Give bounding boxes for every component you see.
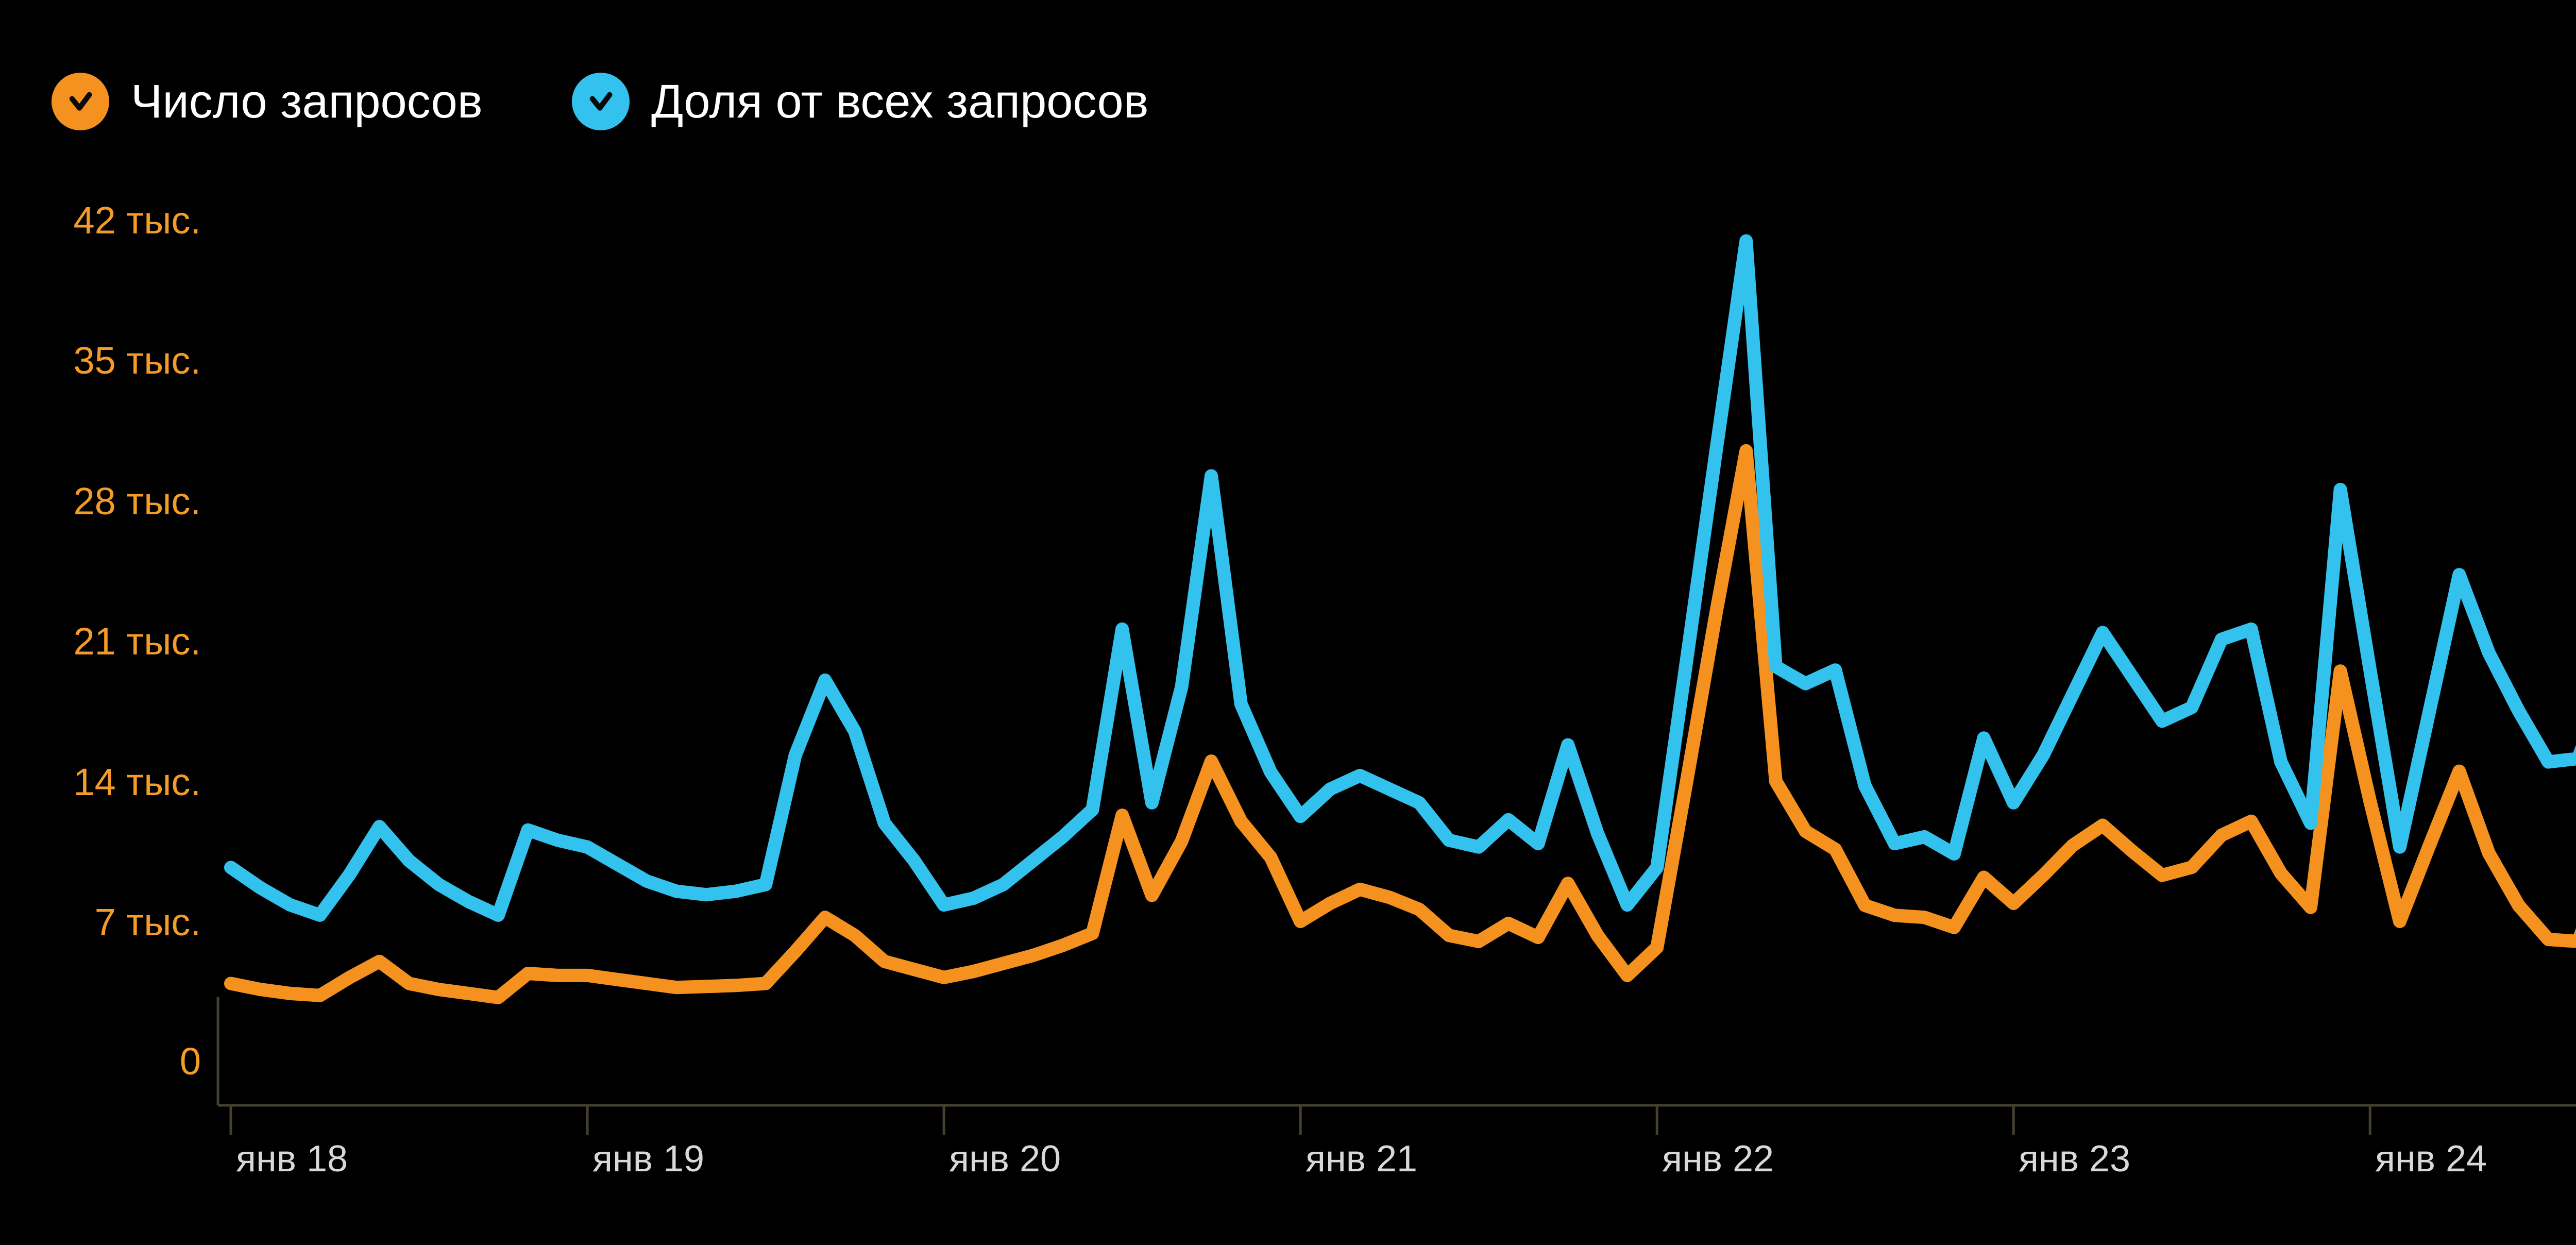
- y-axis-left-label: 21 тыс.: [73, 620, 201, 663]
- legend-label-share: Доля от всех запросов: [651, 75, 1149, 128]
- y-axis-left-label: 7 тыс.: [94, 901, 201, 944]
- x-axis-tick-label: янв 22: [1662, 1138, 1774, 1180]
- checkbox-checked-icon[interactable]: [572, 73, 630, 130]
- x-axis-tick-label: янв 21: [1306, 1138, 1418, 1180]
- x-axis-tick-label: янв 20: [949, 1138, 1061, 1180]
- x-axis-tick-label: янв 19: [592, 1138, 705, 1180]
- legend-item[interactable]: Число запросов: [52, 73, 483, 130]
- legend-item[interactable]: Доля от всех запросов: [572, 73, 1149, 130]
- y-axis-left-label: 14 тыс.: [73, 761, 201, 803]
- x-axis-tick-label: янв 18: [236, 1138, 348, 1180]
- x-axis-tick-label: янв 23: [2019, 1138, 2131, 1180]
- x-axis-tick-label: янв 24: [2375, 1138, 2487, 1180]
- y-axis-left-label: 35 тыс.: [73, 339, 201, 382]
- checkbox-checked-icon[interactable]: [52, 73, 109, 130]
- series-share-line[interactable]: [224, 234, 2576, 922]
- series-number-line[interactable]: [224, 444, 2576, 1004]
- y-axis-left-label: 42 тыс.: [73, 199, 201, 242]
- legend-label-number: Число запросов: [131, 75, 483, 128]
- legend: Число запросов Доля от всех запросов: [0, 73, 2576, 130]
- y-axis-left-label: 28 тыс.: [73, 480, 201, 523]
- y-axis-left-label: 0: [179, 1040, 201, 1083]
- axis-line: [216, 997, 2576, 1135]
